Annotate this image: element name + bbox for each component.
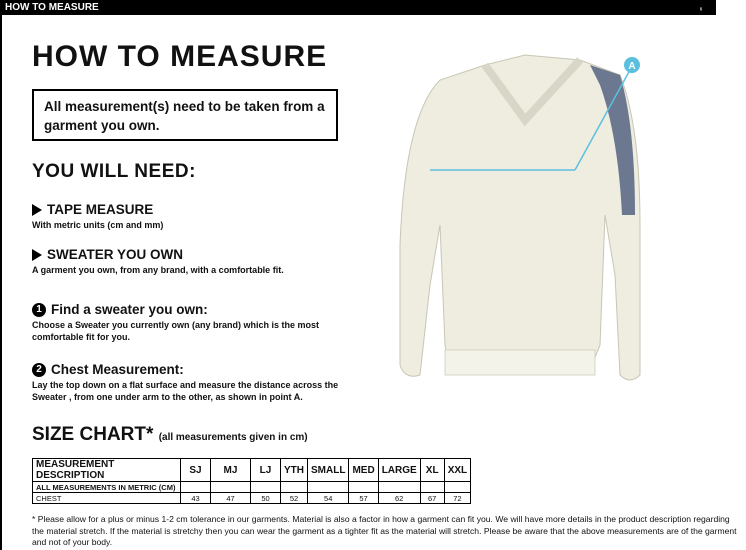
step-desc: Choose a Sweater you currently own (any …	[32, 320, 320, 342]
cell: 54	[306, 492, 350, 504]
cell: 72	[443, 492, 472, 504]
cell: 52	[280, 492, 308, 504]
column-header: MED	[348, 458, 379, 482]
cell: 50	[250, 492, 281, 504]
brand-logo: §	[699, 6, 703, 11]
column-header: XXL	[443, 458, 472, 482]
step: 1 Find a sweater you own: Choose a Sweater…	[32, 302, 372, 343]
point-a-marker	[624, 57, 640, 73]
tolerance-note: * Please allow for a plus or minus 1-2 c…	[32, 514, 737, 547]
need-item-desc: With metric units (cm and mm)	[32, 220, 164, 230]
step-title: Chest Measurement:	[51, 362, 184, 377]
page-title: HOW TO MEASURE	[32, 40, 328, 73]
divider	[0, 15, 2, 550]
header-title: HOW TO MEASURE	[5, 2, 99, 13]
table-header-row: MEASUREMENT DESCRIPTION SJ MJ LJ YTH SMA…	[32, 458, 472, 482]
column-header: XL	[419, 458, 445, 482]
cell: CHEST	[32, 492, 181, 504]
notice-box: All measurement(s) need to be taken from…	[32, 89, 338, 141]
cell: 43	[180, 492, 211, 504]
table-row: CHEST 43 47 50 52 54 57 62 67 72	[32, 492, 472, 504]
cell: 47	[210, 492, 251, 504]
triangle-icon	[32, 203, 42, 216]
table-row: ALL MEASUREMENTS IN METRIC (CM)	[32, 481, 472, 493]
size-chart-heading: SIZE CHART* (all measurements given in c…	[32, 424, 308, 445]
column-header: SJ	[180, 458, 211, 482]
column-header: SMALL	[306, 458, 350, 482]
cell: 62	[377, 492, 421, 504]
cell: 67	[419, 492, 445, 504]
need-item: TAPE MEASURE With metric units (cm and mm…	[32, 202, 163, 231]
size-table: MEASUREMENT DESCRIPTION SJ MJ LJ YTH SMA…	[32, 458, 472, 504]
step-number: 2	[32, 362, 46, 377]
column-header: LJ	[250, 458, 281, 482]
you-will-need-heading: YOU WILL NEED:	[32, 161, 196, 182]
column-header: MEASUREMENT DESCRIPTION	[32, 458, 181, 482]
need-item: SWEATER YOU OWN A garment you own, from a…	[32, 247, 284, 276]
header-bar: HOW TO MEASURE §	[0, 0, 716, 15]
triangle-icon	[32, 248, 42, 261]
need-item-desc: A garment you own, from any brand, with …	[32, 265, 284, 275]
column-header: MJ	[210, 458, 251, 482]
step-desc: Lay the top down on a flat surface and m…	[32, 380, 339, 402]
column-header: YTH	[280, 458, 308, 482]
point-a-label: A	[628, 61, 635, 72]
cell: 57	[348, 492, 379, 504]
step: 2 Chest Measurement: Lay the top down on a…	[32, 362, 372, 403]
step-title: Find a sweater you own:	[51, 302, 208, 317]
need-item-title: SWEATER YOU OWN	[47, 247, 184, 262]
sweater-image: A	[399, 54, 641, 381]
size-chart-subheading: (all measurements given in cm)	[158, 432, 308, 443]
need-item-title: TAPE MEASURE	[47, 202, 154, 217]
column-header: LARGE	[377, 458, 421, 482]
cell: ALL MEASUREMENTS IN METRIC (CM)	[32, 481, 181, 493]
step-number: 1	[32, 302, 46, 317]
